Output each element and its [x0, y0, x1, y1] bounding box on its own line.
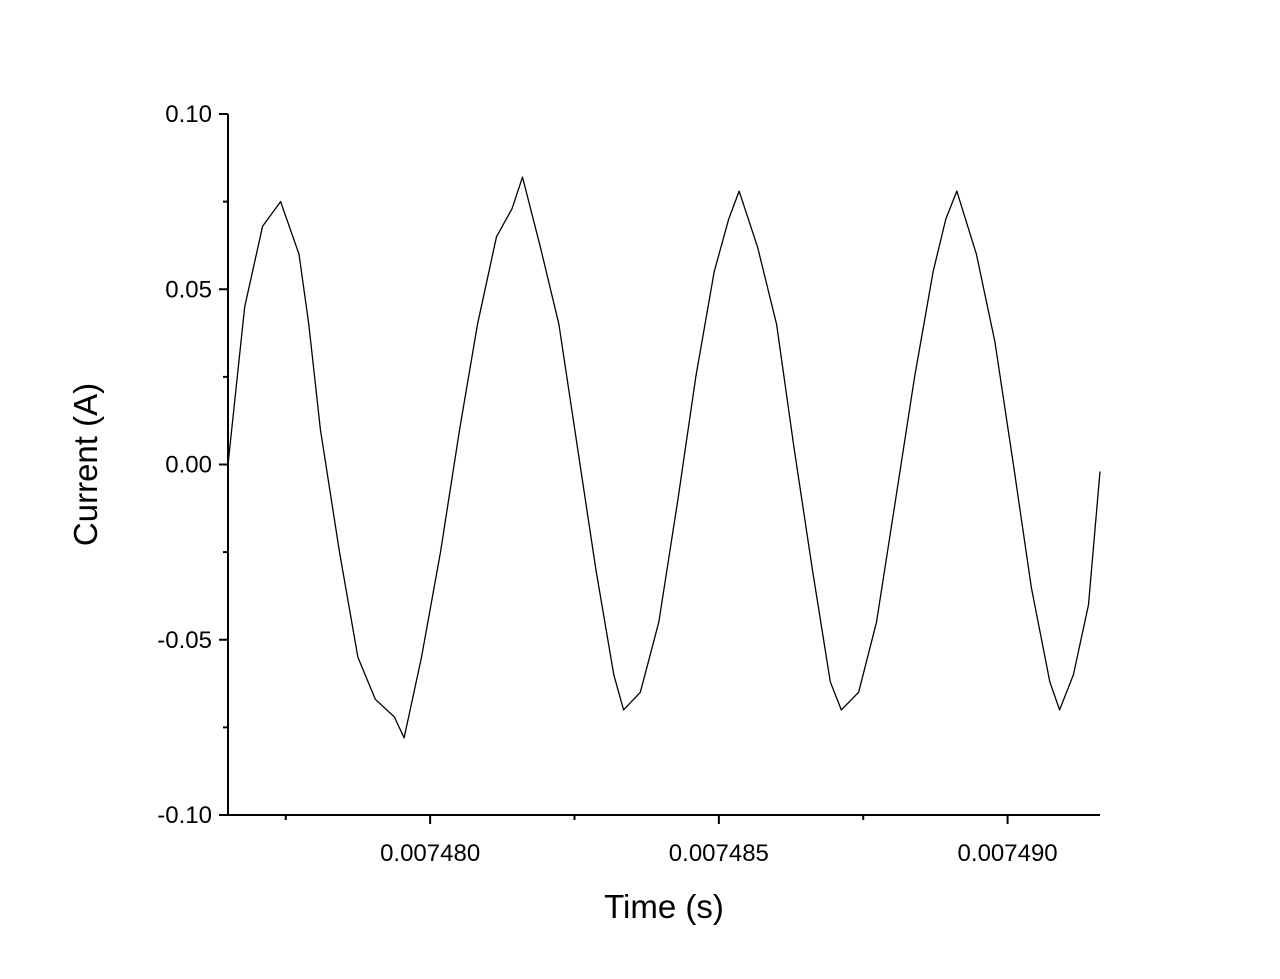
y-axis-title: Current (A)	[67, 383, 104, 546]
x-tick-label: 0.007485	[669, 840, 769, 867]
x-tick-label: 0.007480	[380, 840, 480, 867]
y-tick-label: 0.00	[165, 452, 212, 479]
x-axis-title: Time (s)	[604, 888, 724, 925]
y-tick-label: -0.05	[157, 627, 212, 654]
y-tick-label: 0.10	[165, 101, 212, 128]
y-axis-ticks: 0.10 0.05 0.00 -0.05 -0.10	[157, 101, 228, 829]
x-axis-ticks: 0.007480 0.007485 0.007490	[284, 815, 1058, 867]
x-tick-label: 0.007490	[958, 840, 1058, 867]
y-tick-label: 0.05	[165, 276, 212, 303]
series-line	[227, 176, 1101, 739]
y-tick-label: -0.10	[157, 802, 212, 829]
